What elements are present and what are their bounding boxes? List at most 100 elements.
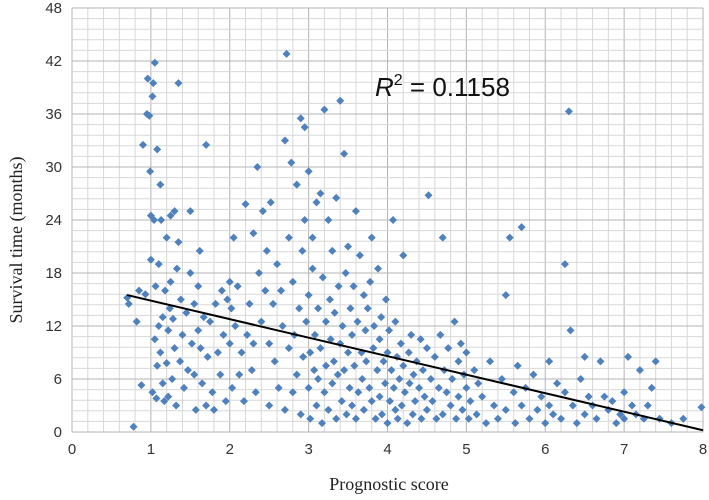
data-point [191,405,200,414]
data-point [462,383,471,392]
data-point [300,123,309,132]
data-point [344,242,353,251]
data-point [643,401,652,410]
data-point [161,286,170,295]
data-point [145,111,154,120]
data-point [383,419,392,428]
data-point [340,366,349,375]
data-point [505,233,514,242]
data-point [381,295,390,304]
data-point [195,246,204,255]
data-point [517,401,526,410]
data-point [233,282,242,291]
data-point [270,357,279,366]
data-point [153,361,162,370]
data-point [557,414,566,423]
data-point [148,92,157,101]
data-point [462,348,471,357]
data-point [172,401,181,410]
data-point [432,414,441,423]
data-point [340,149,349,158]
data-point [320,105,329,114]
data-point [190,299,199,308]
data-point [225,277,234,286]
data-point [381,379,390,388]
data-point [217,286,226,295]
data-point [389,383,398,392]
data-point [164,326,173,335]
data-point [377,410,386,419]
data-point [157,216,166,224]
data-point [336,96,345,105]
data-point [278,322,287,330]
data-point [235,370,244,379]
data-point [493,414,502,423]
data-point [584,392,593,401]
data-point [176,357,185,366]
data-point [132,317,141,326]
x-tick-label: 2 [226,441,234,458]
data-point [422,344,431,353]
data-point [284,233,293,242]
data-point [635,366,644,375]
data-point [312,401,321,410]
data-point [513,361,522,370]
data-point [186,269,195,277]
data-point [304,167,313,176]
data-point [454,357,463,366]
data-point [182,308,191,317]
data-point [154,322,163,330]
data-point [216,370,225,379]
data-point [295,304,304,313]
data-point [154,260,163,269]
data-point [454,392,463,401]
data-point [361,326,370,335]
data-point [219,330,228,339]
data-point [324,216,333,224]
x-tick-labels: 0 1 2 3 4 5 6 7 8 [68,441,707,458]
data-point [308,264,317,273]
data-point [146,255,155,264]
data-point [316,189,325,198]
data-point [306,348,315,357]
data-point [326,335,335,344]
y-tick-label: 30 [45,159,62,176]
data-point [470,366,479,375]
data-point [333,370,342,379]
data-point [203,352,212,361]
trendline [126,294,704,432]
data-point [152,394,161,403]
data-point [328,379,337,388]
data-point [265,401,274,410]
data-point [580,352,589,361]
data-point [367,397,376,406]
data-point [452,414,461,423]
data-point [298,246,307,255]
x-tick-label: 0 [68,441,76,458]
r-exponent: 2 [394,72,403,89]
data-point [325,295,334,304]
data-point [137,381,146,390]
data-point [349,282,358,291]
y-tick-label: 48 [45,0,62,17]
data-point [592,414,601,423]
data-point [511,419,520,428]
data-point [172,264,181,273]
data-point [359,405,368,414]
data-point [280,405,289,414]
data-point [288,388,297,397]
data-point [363,304,372,313]
data-point [572,419,581,428]
data-point [568,401,577,410]
data-point [442,388,451,397]
data-point [168,314,177,323]
data-point [422,405,431,414]
data-point [261,286,270,295]
data-point [239,397,248,406]
data-point [362,357,371,366]
data-point [124,299,133,308]
data-point [150,216,159,224]
data-point [164,392,173,401]
data-point [373,366,382,375]
